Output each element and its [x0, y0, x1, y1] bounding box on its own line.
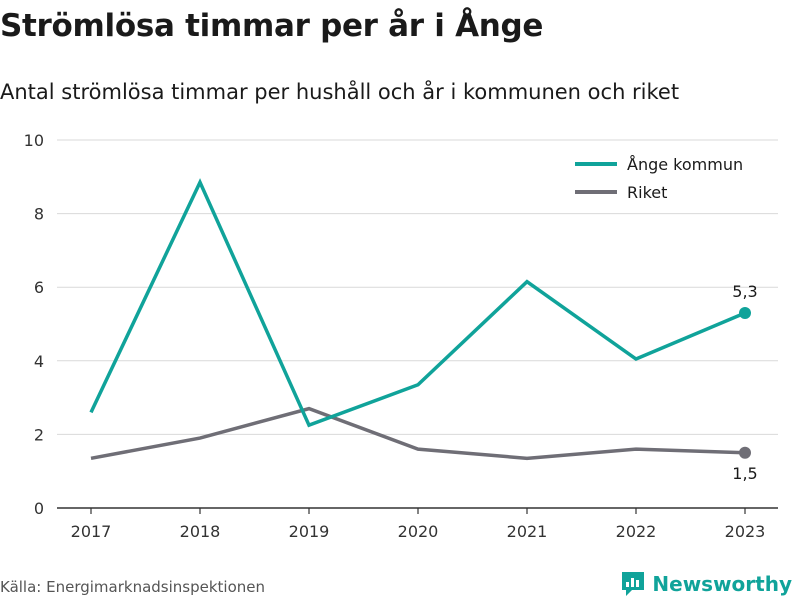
- y-tick-label: 6: [34, 278, 44, 297]
- legend-label: Ånge kommun: [627, 155, 743, 174]
- y-tick-label: 4: [34, 352, 44, 371]
- x-tick-label: 2022: [616, 522, 657, 541]
- legend-label: Riket: [627, 183, 667, 202]
- data-label-riket: 1,5: [732, 464, 757, 483]
- x-tick-label: 2021: [507, 522, 548, 541]
- y-tick-label: 2: [34, 425, 44, 444]
- y-tick-label: 0: [34, 499, 44, 518]
- x-tick-label: 2023: [725, 522, 766, 541]
- line-chart: 0 2 4 6 8 10 2017 2018 2019 2020 2021 2022 2023 1,5 5,…: [24, 131, 778, 541]
- newsworthy-logo: Newsworthy: [620, 570, 792, 598]
- end-point-riket: [739, 446, 751, 459]
- x-tick-label: 2020: [398, 522, 439, 541]
- end-point-ange-kommun: [739, 306, 751, 319]
- chart-subtitle: Antal strömlösa timmar per hushåll och å…: [0, 80, 680, 104]
- source-note: Källa: Energimarknadsinspektionen: [0, 578, 266, 596]
- newsworthy-logo-icon: [622, 572, 645, 596]
- x-tick-label: 2019: [289, 522, 330, 541]
- y-tick-label: 10: [24, 131, 44, 150]
- y-tick-label: 8: [34, 205, 44, 224]
- data-label-ange-kommun: 5,3: [732, 282, 757, 301]
- x-tick-label: 2018: [180, 522, 221, 541]
- series-line-riket: [90, 406, 746, 461]
- x-tick-label: 2017: [71, 522, 112, 541]
- brand-name: Newsworthy: [652, 572, 792, 596]
- series-line-ange-kommun: [89, 178, 746, 428]
- chart-title: Strömlösa timmar per år i Ånge: [0, 8, 544, 44]
